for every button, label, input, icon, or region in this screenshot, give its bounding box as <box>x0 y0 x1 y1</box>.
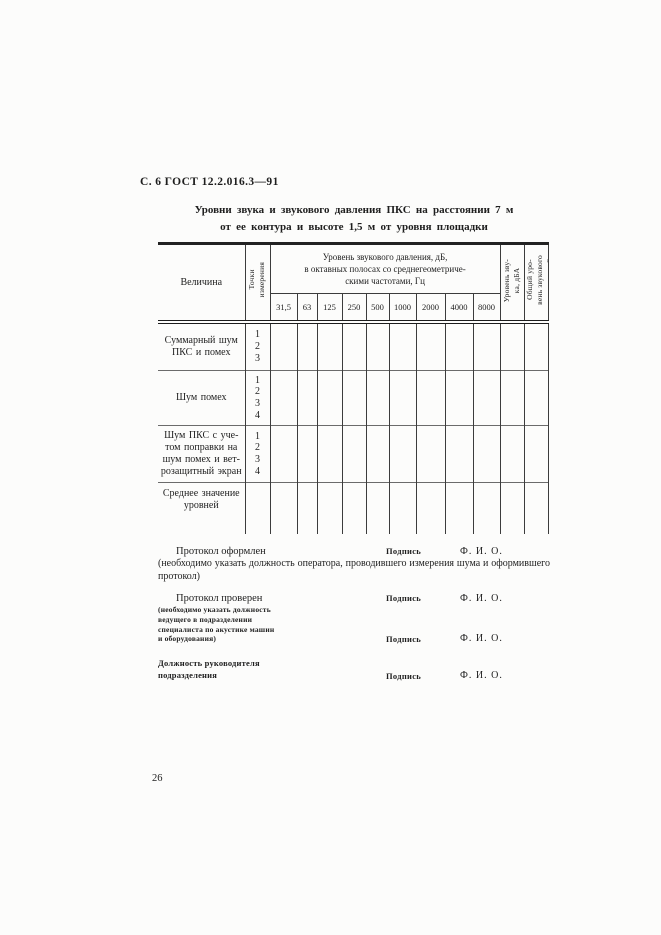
table-row-pks-noise-corrected: Шум ПКС с уче- том поправки на шум помех… <box>158 425 549 483</box>
measurement-table: Величина Точки измерения Уровень звуково… <box>158 242 549 535</box>
value-cell <box>297 370 318 426</box>
row-points: 1 2 3 <box>245 322 271 371</box>
row-label: Шум помех <box>158 370 246 426</box>
value-cell <box>500 425 525 483</box>
fio-label: Ф. И. О. <box>460 593 503 605</box>
value-cell <box>389 425 417 483</box>
value-cell <box>473 425 501 483</box>
value-cell <box>270 482 298 535</box>
row-points: 1 2 3 4 <box>245 370 271 426</box>
value-cell <box>445 370 474 426</box>
head-of-division-label: Должность руководителя подразделения <box>158 658 260 680</box>
protocol-checked-label: Протокол проверен <box>176 593 263 605</box>
protocol-checked-note: (необходимо указать должность ведущего в… <box>158 605 275 644</box>
value-cell <box>445 322 474 371</box>
signature-label: Подпись <box>386 634 422 645</box>
signature-label: Подпись <box>386 546 422 557</box>
value-cell <box>342 322 367 371</box>
row-label: Шум ПКС с уче- том поправки на шум помех… <box>158 425 246 483</box>
column-header-measure-points: Точки измерения <box>245 243 271 325</box>
value-cell <box>416 322 446 371</box>
value-cell <box>500 322 525 371</box>
value-cell <box>270 425 298 483</box>
value-cell <box>524 482 549 535</box>
value-cell <box>270 370 298 426</box>
freq-500: 500 <box>366 293 390 325</box>
freq-250: 250 <box>342 293 367 325</box>
value-cell <box>524 322 549 371</box>
value-cell <box>366 322 390 371</box>
value-cell <box>473 482 501 535</box>
value-cell <box>342 370 367 426</box>
title-line-1: Уровни звука и звукового давления ПКС на… <box>194 204 514 216</box>
frequency-header-row: 31,5 63 125 250 500 1000 2000 4000 8000 <box>158 293 548 325</box>
table-title: Уровни звука и звукового давления ПКС на… <box>158 202 550 236</box>
protocol-issued-note: (необходимо указать должность оператора,… <box>158 558 550 582</box>
value-cell <box>524 370 549 426</box>
value-cell <box>416 482 446 535</box>
value-cell <box>389 482 417 535</box>
value-cell <box>416 370 446 426</box>
value-cell <box>473 370 501 426</box>
row-points <box>245 482 271 535</box>
table-row-background-noise: Шум помех 1 2 3 4 <box>158 370 549 426</box>
value-cell <box>297 482 318 535</box>
value-cell <box>524 425 549 483</box>
freq-31-5: 31,5 <box>270 293 298 325</box>
value-cell <box>342 482 367 535</box>
doc-header: С. 6 ГОСТ 12.2.016.3—91 <box>140 176 279 188</box>
signature-label: Подпись <box>386 593 422 604</box>
row-label: Суммарный шум ПКС и помех <box>158 322 246 371</box>
value-cell <box>445 425 474 483</box>
total-pressure-vertical-label: Общий уро- вень звукового давления, дБ <box>524 255 549 305</box>
row-points: 1 2 3 4 <box>245 425 271 483</box>
freq-4000: 4000 <box>445 293 474 325</box>
value-cell <box>342 425 367 483</box>
column-header-sound-level-dba: Уровень зву- ка, дБА <box>500 243 525 325</box>
row-label: Среднее значение уровней <box>158 482 246 535</box>
table-row-total-noise: Суммарный шум ПКС и помех 1 2 3 <box>158 322 549 371</box>
freq-2000: 2000 <box>416 293 446 325</box>
freq-8000: 8000 <box>473 293 501 325</box>
protocol-issued-label: Протокол оформлен <box>176 546 266 558</box>
value-cell <box>366 370 390 426</box>
head-of-division-block: Должность руководителя подразделения Под… <box>158 658 550 681</box>
protocol-checked-block: Протокол проверен Подпись Ф. И. О. (необ… <box>158 593 550 644</box>
value-cell <box>317 370 343 426</box>
column-header-octave-bands: Уровень звукового давления, дБ, в октавн… <box>270 243 501 295</box>
sound-level-dba-vertical-label: Уровень зву- ка, дБА <box>501 258 522 302</box>
title-line-2: от ее контура и высоте 1,5 м от уровня п… <box>220 221 488 234</box>
value-cell <box>317 322 343 371</box>
freq-1000: 1000 <box>389 293 417 325</box>
value-cell <box>416 425 446 483</box>
signature-section: Протокол оформлен Подпись Ф. И. О. (необ… <box>158 546 550 681</box>
freq-63: 63 <box>297 293 318 325</box>
signature-label: Подпись <box>386 671 422 682</box>
protocol-issued-block: Протокол оформлен Подпись Ф. И. О. (необ… <box>158 546 550 583</box>
value-cell <box>317 425 343 483</box>
value-cell <box>297 322 318 371</box>
fio-label: Ф. И. О. <box>460 546 503 558</box>
value-cell <box>389 370 417 426</box>
value-cell <box>366 482 390 535</box>
column-header-velichina: Величина <box>158 243 246 325</box>
value-cell <box>366 425 390 483</box>
value-cell <box>445 482 474 535</box>
value-cell <box>297 425 318 483</box>
value-cell <box>389 322 417 371</box>
value-cell <box>500 370 525 426</box>
value-cell <box>317 482 343 535</box>
freq-125: 125 <box>317 293 343 325</box>
measure-points-vertical-label: Точки измерения <box>247 262 267 298</box>
page-number: 26 <box>152 773 163 785</box>
column-header-total-pressure-level: Общий уро- вень звукового давления, дБ <box>524 243 549 325</box>
value-cell <box>270 322 298 371</box>
value-cell <box>500 482 525 535</box>
value-cell <box>473 322 501 371</box>
fio-label: Ф. И. О. <box>460 670 503 682</box>
table-header-row: Величина Точки измерения Уровень звуково… <box>158 243 549 325</box>
fio-label: Ф. И. О. <box>460 633 503 645</box>
table-row-mean-level: Среднее значение уровней <box>158 482 549 535</box>
